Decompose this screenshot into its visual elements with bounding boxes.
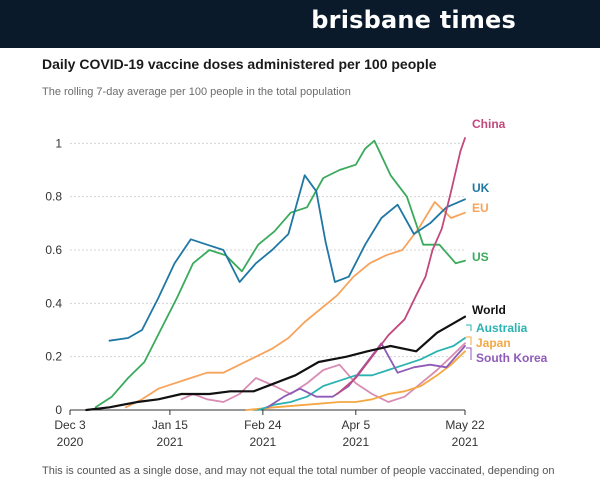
label-leader	[466, 324, 472, 331]
x-tick-label: Feb 24	[244, 418, 282, 432]
series-line-australia	[257, 337, 466, 411]
series-line-us	[94, 139, 466, 409]
x-tick-year-label: 2021	[342, 435, 369, 449]
x-tick-label: Apr 5	[341, 418, 370, 432]
label-leader	[466, 347, 472, 360]
end-label-south-korea: South Korea	[476, 351, 548, 365]
end-label-world: World	[472, 303, 506, 317]
x-tick-label: Jan 15	[152, 418, 188, 432]
y-tick-label: 0	[55, 403, 62, 417]
end-label-japan: Japan	[476, 336, 511, 350]
series-line-china	[336, 137, 466, 395]
chart-title: Daily COVID-19 vaccine doses administere…	[42, 56, 437, 72]
series-line-uk	[108, 174, 466, 342]
brand-logo[interactable]: brisbane times	[311, 6, 516, 34]
x-tick-year-label: 2021	[157, 435, 184, 449]
footnote: This is counted as a single dose, and ma…	[42, 465, 555, 477]
x-tick-year-label: 2020	[57, 435, 84, 449]
series-line-japan	[245, 350, 466, 411]
y-tick-label: 0.8	[45, 190, 62, 204]
y-tick-label: 0.4	[45, 296, 62, 310]
masthead: brisbane times	[0, 0, 600, 48]
x-tick-year-label: 2021	[250, 435, 277, 449]
series-line-world	[85, 315, 467, 412]
x-tick-label: Dec 3	[54, 418, 86, 432]
end-label-china: China	[472, 117, 506, 131]
chart-subtitle: The rolling 7-day average per 100 people…	[42, 86, 351, 98]
y-tick-label: 0.6	[45, 243, 62, 257]
x-tick-label: May 22	[445, 418, 485, 432]
end-label-uk: UK	[472, 181, 490, 195]
y-tick-label: 1	[55, 136, 62, 150]
y-tick-label: 0.2	[45, 350, 62, 364]
series-line-unlabeled	[180, 342, 466, 403]
end-label-eu: EU	[472, 201, 489, 215]
series-line-eu	[124, 201, 466, 409]
label-leader	[466, 336, 472, 345]
end-label-australia: Australia	[476, 321, 528, 335]
end-label-us: US	[472, 250, 489, 264]
x-tick-year-label: 2021	[452, 435, 479, 449]
